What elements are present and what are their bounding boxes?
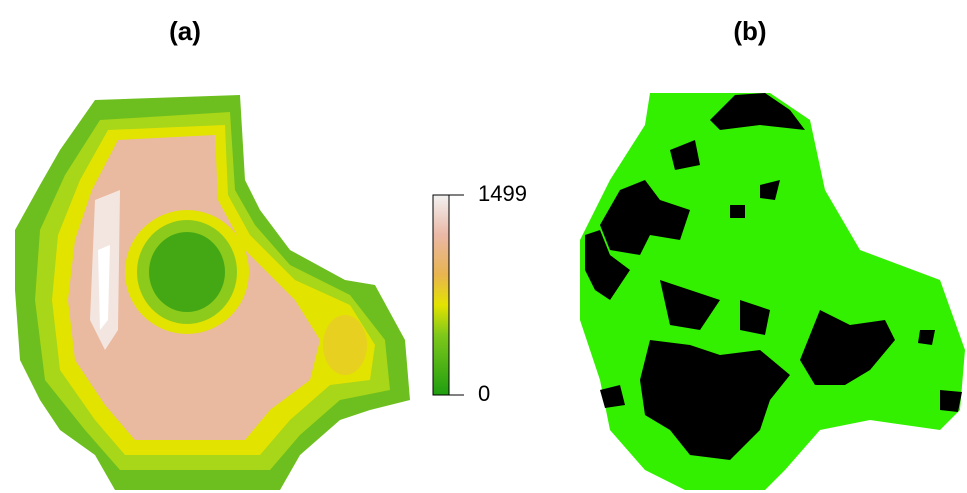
raster-map <box>580 93 965 490</box>
colorbar <box>432 194 450 396</box>
tick-label: 0 <box>478 381 490 406</box>
panel-title: (a) <box>169 16 201 46</box>
raster-map <box>15 95 410 490</box>
tick-label: 1499 <box>478 181 527 206</box>
panel-title: (b) <box>733 16 766 46</box>
